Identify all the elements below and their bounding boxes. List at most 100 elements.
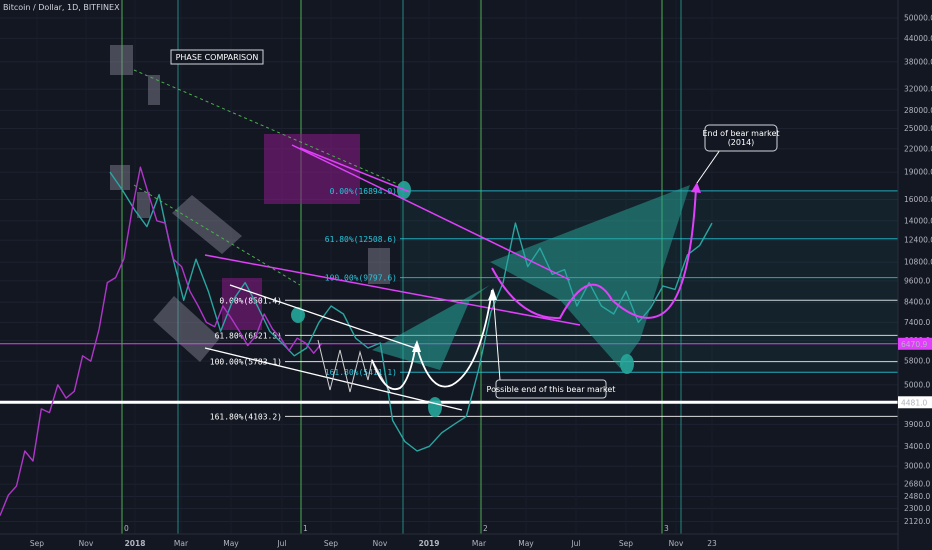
- price-tick-label: 32000.0: [904, 85, 932, 94]
- price-tick-label: 19000.0: [904, 168, 932, 177]
- trend-lines: [133, 69, 701, 411]
- price-tick-label: 22000.0: [904, 144, 932, 153]
- zigzag-projection: [317, 339, 391, 393]
- phase-title-box: [170, 49, 264, 65]
- fib-level-label: 100.00%(5783.1): [210, 358, 282, 367]
- highlight-zone: [110, 165, 130, 190]
- time-tick-label: 2018: [125, 539, 146, 548]
- projection-arrowhead: [412, 340, 421, 352]
- time-tick-label: May: [518, 539, 534, 548]
- drawn-shapes: [291, 181, 690, 417]
- price-tick-label: 14000.0: [904, 216, 932, 225]
- projection-arrowhead: [488, 288, 497, 300]
- price-axis-bg: [898, 0, 932, 550]
- price-tick-label: 3900.0: [904, 420, 930, 429]
- fib-level-label: 61.80%(12508.6): [325, 235, 397, 244]
- price-badge-label: 4481.0: [901, 398, 927, 407]
- price-tick-label: 3000.0: [904, 462, 930, 471]
- cycle-marker-label: 2: [483, 524, 488, 533]
- callout-box: [704, 124, 778, 152]
- price-tick-label: 3400.0: [904, 442, 930, 451]
- time-tick-label: Mar: [174, 539, 189, 548]
- annotations: PHASE COMPARISON End of bear market(2014)…: [170, 49, 780, 399]
- trend-line: [204, 347, 463, 411]
- trend-line: [133, 69, 401, 186]
- highlight-zone: [148, 75, 160, 105]
- price-tick-label: 2120.0: [904, 517, 930, 526]
- symbol-header: Bitcoin / Dollar, 1D, BITFINEX: [3, 3, 120, 12]
- highlight-zone: [110, 45, 133, 75]
- price-tick-label: 2680.0: [904, 480, 930, 489]
- price-series-line: [109, 171, 713, 452]
- price-tick-label: 50000.0: [904, 14, 932, 23]
- price-badge-label: 6470.9: [901, 340, 927, 349]
- time-tick-label: 23: [707, 539, 717, 548]
- time-tick-label: May: [223, 539, 239, 548]
- callout-pointer: [696, 149, 721, 184]
- projection-curve: [491, 187, 697, 320]
- price-tick-label: 44000.0: [904, 34, 932, 43]
- time-tick-label: Nov: [669, 539, 684, 548]
- projection-arrowhead: [691, 182, 701, 193]
- callout-text-line: End of bear market: [702, 129, 779, 138]
- cycle-vertical-lines: 0 1 2 3: [121, 0, 682, 534]
- teal-projection-shape: [490, 185, 690, 368]
- time-axis: Sep Nov 2018 Mar May Jul Sep Nov 2019 Mar May Jul Se…: [0, 533, 898, 548]
- highlight-zone: [264, 134, 360, 204]
- price-badge: [898, 337, 932, 350]
- highlight-zone-rotated: [172, 195, 242, 254]
- teal-marker-ellipse: [620, 354, 634, 374]
- price-tick-label: 10800.0: [904, 258, 932, 267]
- fib-level-label: 0.00%(8501.4): [219, 296, 282, 305]
- fib-level-label: 100.00%(9797.6): [325, 274, 397, 283]
- teal-marker-ellipse: [291, 307, 305, 323]
- fib-level-label: 161.80%(4103.2): [210, 412, 282, 421]
- time-tick-label: Mar: [472, 539, 487, 548]
- callout-text-line: Possible end of this bear market: [487, 385, 616, 394]
- price-tick-label: 16000.0: [904, 195, 932, 204]
- time-tick-label: Nov: [373, 539, 388, 548]
- trend-line: [204, 254, 581, 326]
- cycle-marker-label: 1: [303, 524, 308, 533]
- cycle-marker-label: 0: [124, 524, 129, 533]
- price-badge: [898, 396, 932, 409]
- trend-line: [291, 144, 571, 281]
- time-tick-label: Jul: [570, 539, 580, 548]
- time-tick-label: Nov: [79, 539, 94, 548]
- price-tick-label: 2300.0: [904, 504, 930, 513]
- projection-curve-white: [415, 289, 493, 388]
- phase-title: PHASE COMPARISON: [176, 53, 259, 62]
- price-series: [0, 166, 713, 516]
- fib-level-label: 0.00%(16894.0): [330, 187, 397, 196]
- projection-curve-white: [371, 343, 417, 390]
- callout-pointer: [492, 291, 501, 381]
- price-tick-label: 25000.0: [904, 124, 932, 133]
- highlight-zone: [368, 248, 390, 284]
- price-series-line: [0, 166, 323, 516]
- price-tick-label: 9600.0: [904, 276, 930, 285]
- trend-line: [299, 147, 411, 193]
- time-tick-label: 2019: [419, 539, 440, 548]
- price-tick-label: 2480.0: [904, 492, 930, 501]
- price-axis: 2120.0 2300.0 2480.0 2680.0 3000.0 3400.0 3900…: [897, 0, 932, 550]
- price-tick-label: 5800.0: [904, 357, 930, 366]
- callout-text-line: (2014): [728, 138, 755, 147]
- price-tick-label: 38000.0: [904, 57, 932, 66]
- price-tick-label: 5000.0: [904, 380, 930, 389]
- fib-level-label: 161.80%(5411.1): [325, 368, 397, 377]
- time-tick-label: Sep: [324, 539, 338, 548]
- teal-projection-shape: [372, 285, 490, 370]
- time-tick-label: Jul: [276, 539, 286, 548]
- price-tick-label: 7400.0: [904, 318, 930, 327]
- trend-line: [133, 184, 301, 286]
- highlight-zone: [137, 192, 150, 218]
- price-tick-label: 8400.0: [904, 298, 930, 307]
- highlight-zones: [110, 45, 390, 362]
- highlight-zone-rotated: [153, 296, 220, 362]
- teal-marker-ellipse: [428, 397, 442, 417]
- fib-level-label: 61.80%(6821.5): [215, 331, 282, 340]
- price-tick-label: 12400.0: [904, 236, 932, 245]
- time-tick-label: Sep: [619, 539, 633, 548]
